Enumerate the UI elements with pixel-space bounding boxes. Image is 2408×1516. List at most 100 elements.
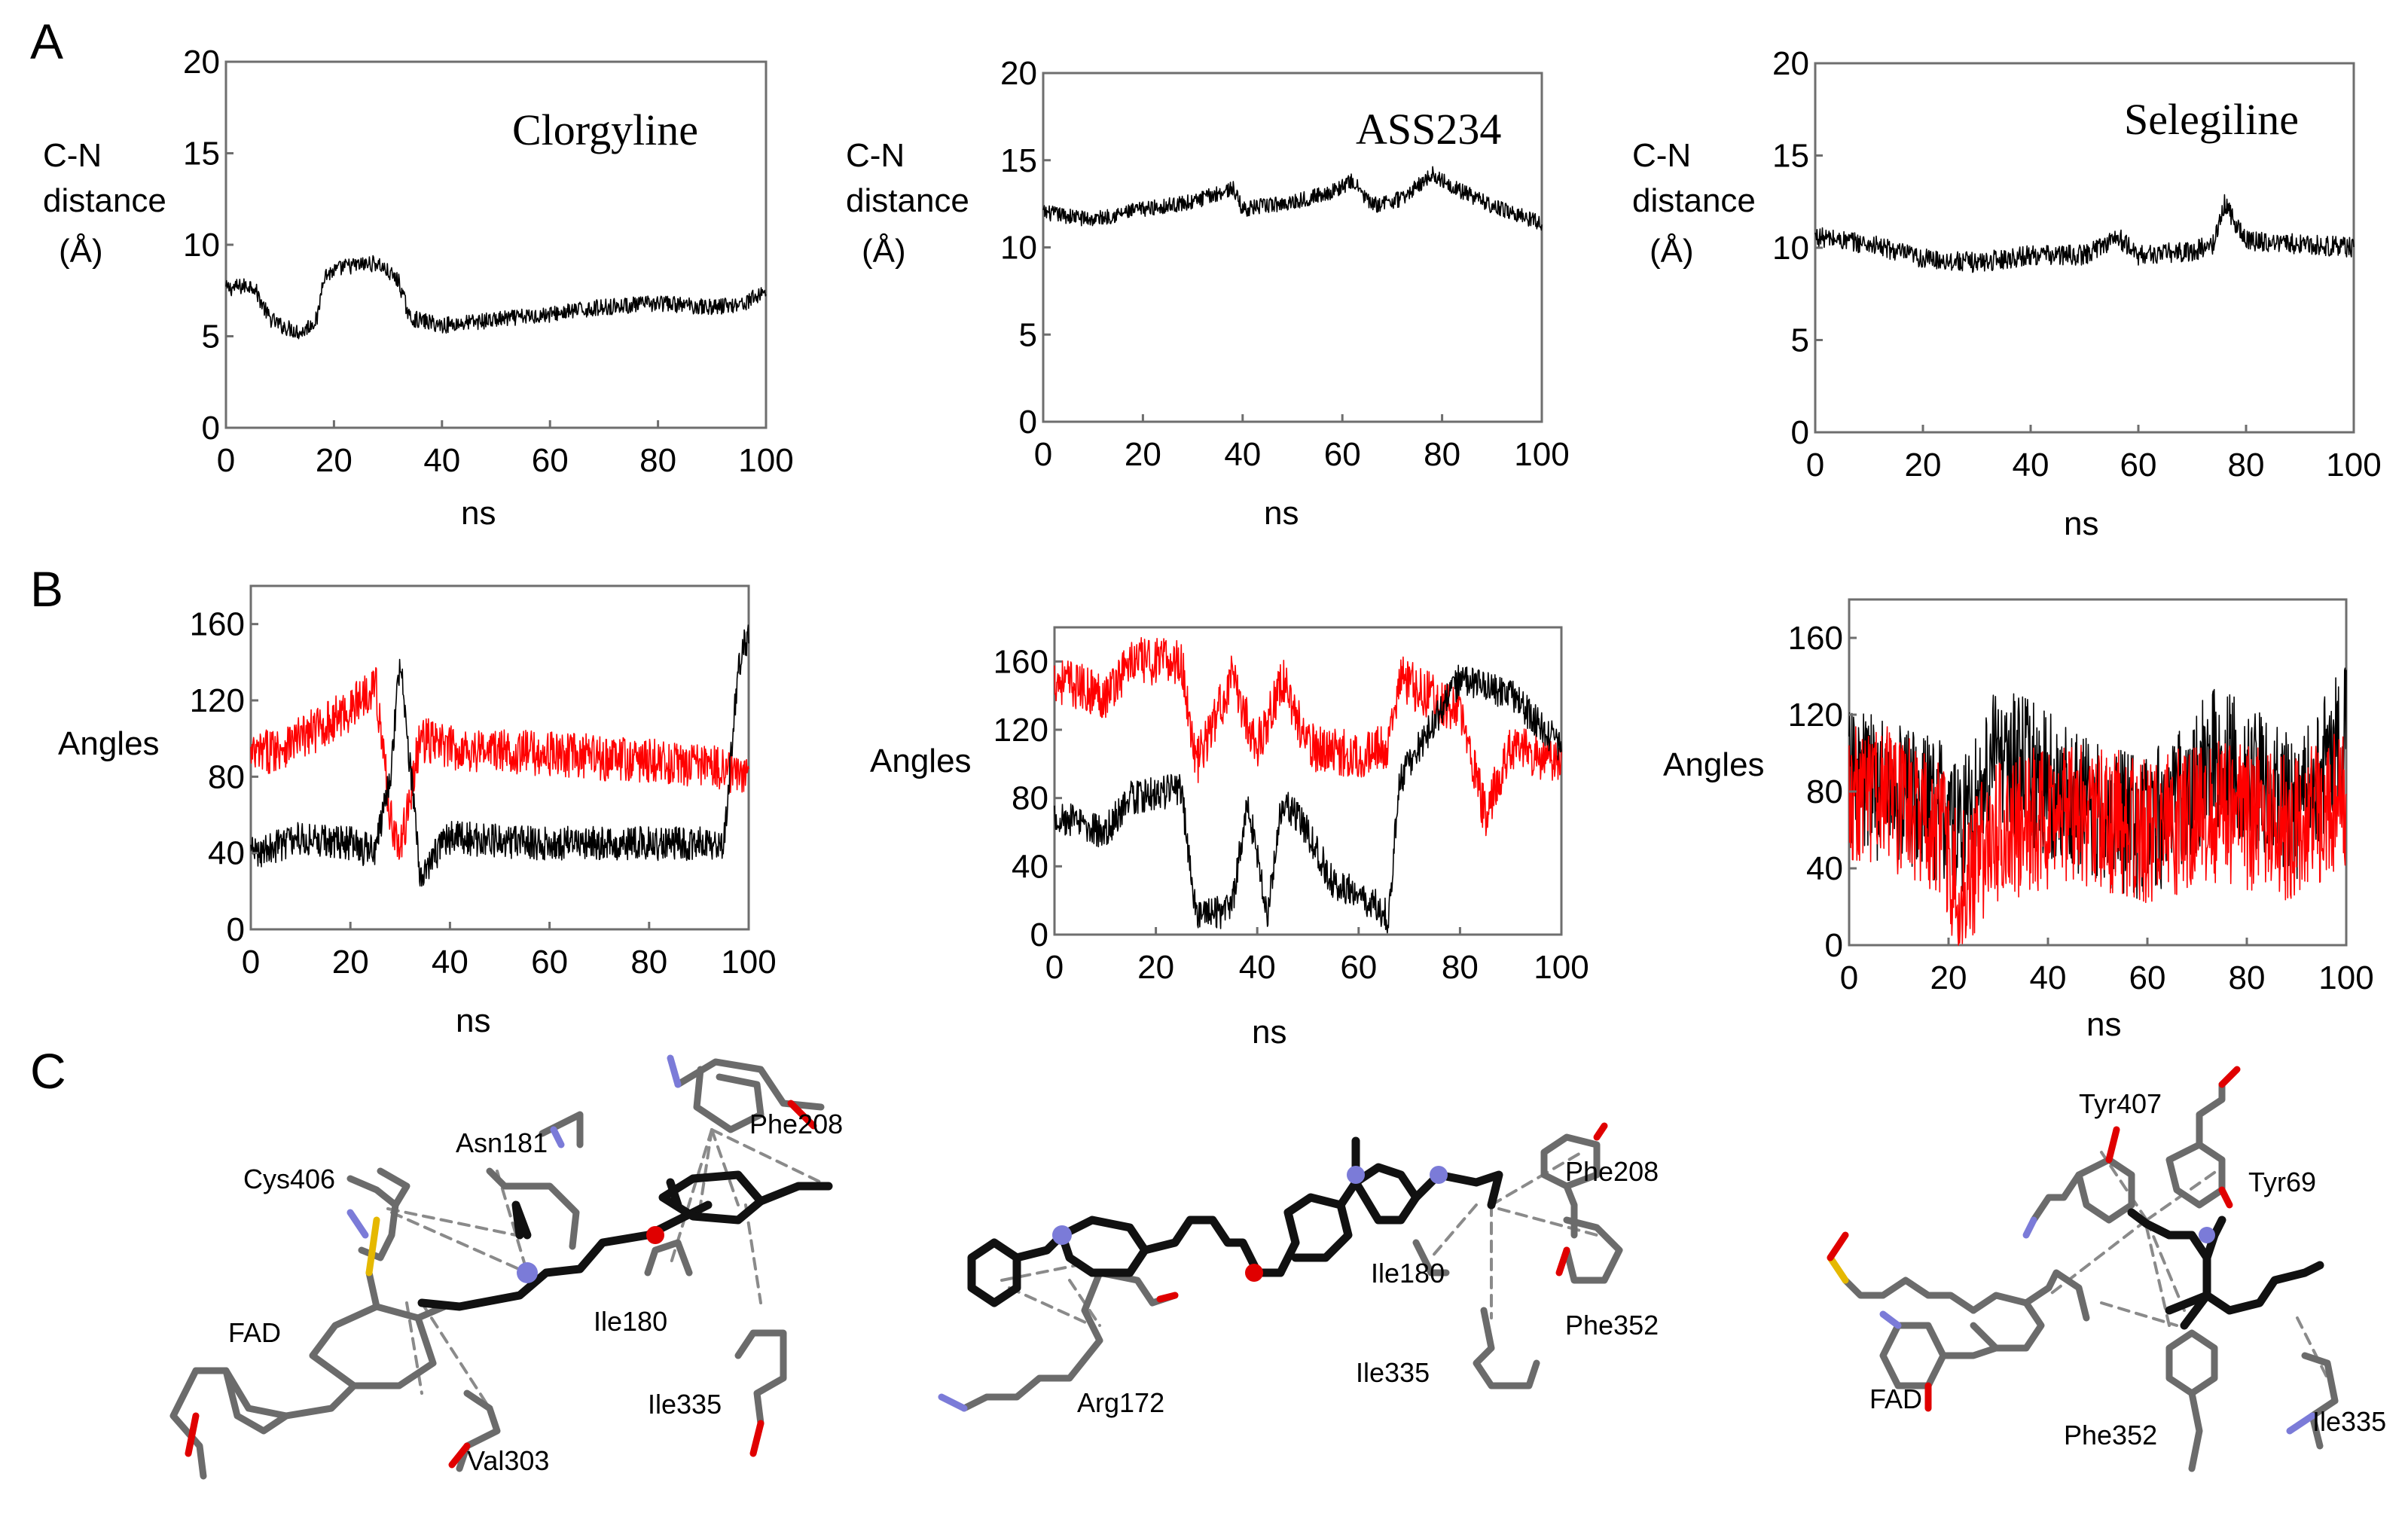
x-axis-label: ns (2086, 1006, 2121, 1043)
y-axis-label-line-1: C-N (43, 137, 102, 174)
y-tick-label: 5 (1791, 322, 1809, 359)
x-tick-label: 60 (1324, 436, 1361, 473)
x-tick-label: 20 (316, 442, 353, 479)
y-tick-label: 10 (183, 227, 220, 264)
y-tick-label: 0 (202, 410, 220, 447)
y-axis-label-line-2: distance (846, 182, 969, 219)
y-axis-label: Angles (58, 725, 160, 762)
residue-sticks (169, 1058, 825, 1480)
x-axis-label: ns (456, 1002, 490, 1039)
residue-label: Phe208 (749, 1109, 843, 1139)
x-tick-label: 40 (1224, 436, 1261, 473)
panel-label-c: C (30, 1043, 66, 1099)
structure-C2: Phe208 Ile180 Phe352 Ile335 Arg172 (938, 1122, 1659, 1418)
y-tick-label: 120 (1788, 697, 1843, 734)
x-tick-label: 20 (1125, 436, 1161, 473)
y-tick-label: 15 (1000, 142, 1037, 179)
chart-title: Selegiline (2124, 95, 2299, 144)
chart-B1: 0 20 40 60 80 100 0 40 80 120 160 Angles ns (58, 584, 777, 1039)
series-line-1 (225, 255, 767, 340)
chart-title: ASS234 (1356, 105, 1501, 154)
y-tick-label: 160 (993, 643, 1048, 680)
x-tick-label: 20 (1137, 949, 1174, 986)
x-tick-label: 60 (2120, 447, 2157, 483)
hetero-atoms (185, 1054, 817, 1469)
x-tick-label: 60 (531, 944, 568, 981)
y-axis-label: Angles (1663, 746, 1765, 783)
y-tick-label: 15 (1772, 138, 1809, 175)
x-axis-label: ns (1252, 1014, 1286, 1051)
y-axis-label-line-2: distance (1632, 182, 1756, 219)
x-tick-label: 0 (1806, 447, 1824, 483)
y-tick-label: 80 (1806, 773, 1843, 810)
series-line-1 (1042, 166, 1543, 231)
interaction-lines (1000, 1151, 1598, 1327)
x-tick-label: 100 (1534, 949, 1589, 986)
panel-label-a: A (30, 14, 63, 69)
series-line-1 (250, 666, 749, 860)
x-tick-label: 40 (1239, 949, 1276, 986)
x-tick-label: 40 (2013, 447, 2049, 483)
y-axis-label: Angles (870, 743, 972, 779)
series-line-1 (1814, 194, 2355, 273)
x-tick-label: 80 (1424, 436, 1460, 473)
y-axis-label-line-1: C-N (846, 137, 905, 174)
y-tick-label: 5 (1019, 316, 1037, 353)
residue-label: Asn181 (456, 1127, 548, 1158)
y-tick-label: 80 (208, 758, 245, 795)
y-tick-label: 40 (1012, 848, 1048, 885)
x-tick-label: 80 (1442, 949, 1479, 986)
panel-label-b: B (30, 561, 63, 617)
chart-B3: 0 20 40 60 80 100 0 40 80 120 160 Angles ns (1663, 598, 2374, 1043)
x-tick-label: 20 (1930, 959, 1967, 996)
x-tick-label: 60 (532, 442, 569, 479)
interaction-lines (386, 1128, 823, 1410)
y-tick-label: 160 (1788, 620, 1843, 657)
residue-label: Phe352 (1565, 1310, 1659, 1341)
y-tick-label: 120 (190, 682, 245, 719)
x-tick-label: 0 (1034, 436, 1052, 473)
x-tick-label: 100 (2326, 447, 2381, 483)
x-tick-label: 60 (1340, 949, 1377, 986)
chart-A1: 0 20 40 60 80 100 0 5 10 15 20 Clorgyline C-N dist… (43, 44, 794, 532)
x-tick-label: 80 (2229, 959, 2266, 996)
x-tick-label: 80 (639, 442, 676, 479)
x-axis-label: ns (461, 495, 496, 532)
chart-title: Clorgyline (512, 105, 698, 154)
structure-C3: Tyr407 Tyr69 FAD Phe352 Ile335 (1827, 1066, 2386, 1472)
x-tick-label: 20 (1905, 447, 1942, 483)
x-axis-label: ns (2064, 505, 2098, 542)
y-tick-label: 5 (202, 319, 220, 355)
series-line-2 (1848, 726, 2347, 946)
y-axis-label-line-2: distance (43, 182, 166, 219)
residue-label: Tyr407 (2079, 1088, 2162, 1119)
x-tick-label: 100 (721, 944, 776, 981)
y-tick-label: 20 (1772, 45, 1809, 82)
x-tick-label: 0 (242, 944, 260, 981)
residue-label: Ile335 (648, 1389, 722, 1420)
plot-frame (1053, 626, 1563, 936)
x-tick-label: 0 (217, 442, 235, 479)
x-tick-label: 40 (2030, 959, 2067, 996)
residue-label: Arg172 (1077, 1387, 1164, 1418)
chart-A3: 0 20 40 60 80 100 0 5 10 15 20 Selegiline C-N dist… (1632, 45, 2382, 542)
residue-label: Ile180 (594, 1306, 667, 1337)
residue-label: Val303 (467, 1445, 549, 1476)
y-tick-label: 15 (183, 136, 220, 172)
y-tick-label: 40 (1806, 850, 1843, 887)
y-tick-label: 80 (1012, 780, 1048, 817)
y-axis-label-line-1: C-N (1632, 137, 1691, 174)
residue-label: Ile335 (2312, 1406, 2386, 1437)
chart-B2: 0 20 40 60 80 100 0 40 80 120 160 Angles ns (870, 626, 1589, 1051)
x-tick-label: 80 (630, 944, 667, 981)
y-tick-label: 0 (1791, 414, 1809, 451)
series-line-1 (1848, 667, 2347, 899)
residue-label: Phe352 (2064, 1420, 2157, 1450)
x-tick-label: 40 (432, 944, 468, 981)
residue-label: FAD (1869, 1383, 1922, 1414)
y-axis-label-line-3: (Å) (862, 233, 906, 270)
y-axis-label-line-3: (Å) (1650, 233, 1694, 270)
residue-label: Phe208 (1565, 1156, 1659, 1187)
hetero-atoms (938, 1122, 1608, 1412)
